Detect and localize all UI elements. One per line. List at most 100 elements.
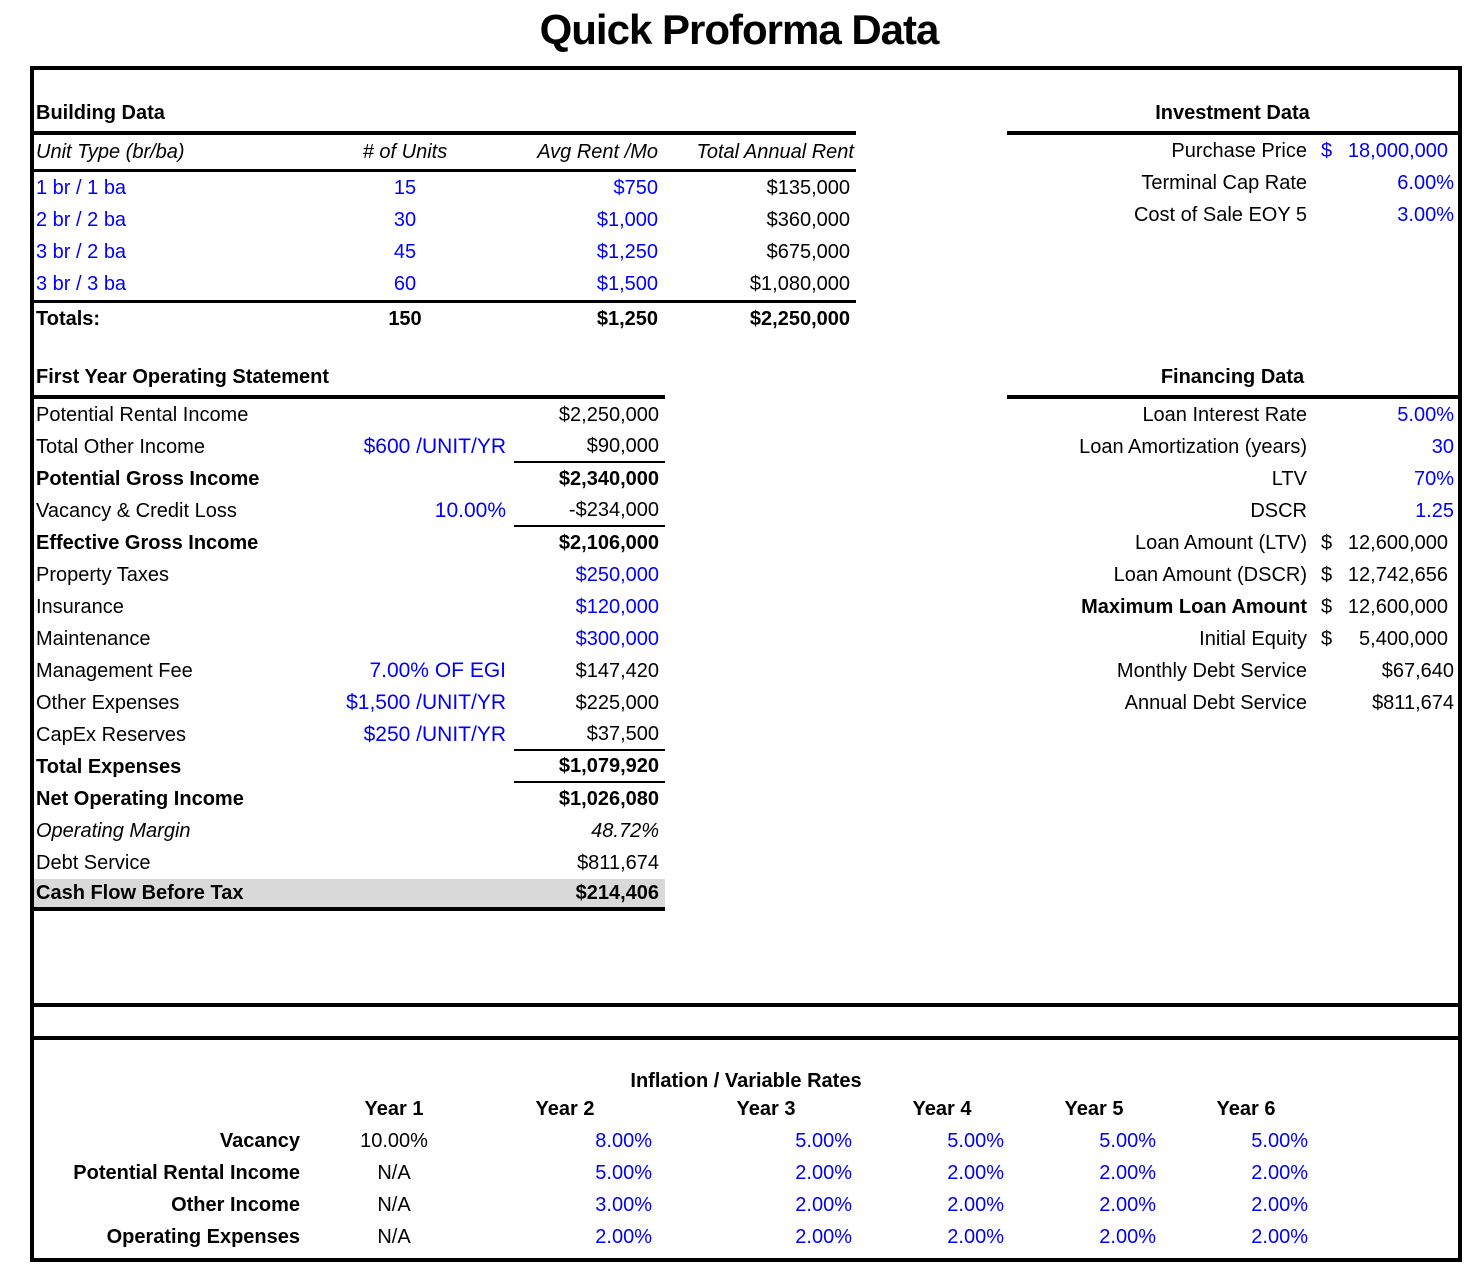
row-label: Maintenance [36, 627, 151, 650]
rent-cell[interactable]: $1,500 [596, 272, 658, 295]
rate-cell[interactable]: 2.00% [1099, 1161, 1156, 1184]
units-cell[interactable]: 30 [393, 208, 417, 231]
row-value[interactable]: 3.00% [1397, 203, 1454, 226]
row-value: $ 12,600,000 [1307, 591, 1458, 623]
row-note[interactable]: 7.00% OF EGI [369, 659, 506, 682]
financing-heading: Financing Data [1007, 362, 1458, 399]
rate-cell[interactable]: 2.00% [1251, 1161, 1308, 1184]
row-note[interactable]: $250 /UNIT/YR [363, 723, 506, 746]
rate-cell[interactable]: 2.00% [795, 1225, 852, 1248]
financing-section: Financing Data Loan Interest Rate 5.00% … [1007, 362, 1458, 719]
rate-cell[interactable]: 2.00% [947, 1161, 1004, 1184]
rate-cell: 10.00% [360, 1129, 428, 1152]
row-label: Cost of Sale EOY 5 [1133, 203, 1307, 226]
row-label: Terminal Cap Rate [1141, 171, 1307, 194]
row-value[interactable]: $250,000 [575, 563, 659, 586]
row-note [334, 623, 514, 655]
building-row: 3 br / 3 ba 60 $1,500 $1,080,000 [34, 268, 856, 300]
rate-cell[interactable]: 5.00% [595, 1161, 652, 1184]
building-row: 3 br / 2 ba 45 $1,250 $675,000 [34, 236, 856, 268]
row-label: DSCR [1250, 499, 1307, 522]
rate-cell[interactable]: 2.00% [595, 1225, 652, 1248]
row-value: $ 12,742,656 [1307, 559, 1458, 591]
rent-cell[interactable]: $750 [613, 176, 659, 199]
row-value: $37,500 [514, 719, 665, 751]
rate-row-label: Operating Expenses [106, 1225, 300, 1248]
operating-section: First Year Operating Statement Potential… [34, 362, 665, 911]
inflation-heading: Inflation / Variable Rates [630, 1070, 862, 1092]
row-value: $ 5,400,000 [1307, 623, 1458, 655]
rate-cell[interactable]: 2.00% [947, 1225, 1004, 1248]
rate-cell[interactable]: 2.00% [1251, 1193, 1308, 1216]
rate-cell[interactable]: 2.00% [795, 1193, 852, 1216]
row-value: $2,340,000 [558, 467, 659, 490]
rate-cell[interactable]: 8.00% [595, 1129, 652, 1152]
rate-cell[interactable]: 5.00% [1099, 1129, 1156, 1152]
rate-cell[interactable]: 5.00% [795, 1129, 852, 1152]
row-note[interactable]: $600 /UNIT/YR [363, 435, 506, 458]
unit-type-cell[interactable]: 1 br / 1 ba [36, 176, 127, 199]
rent-cell[interactable]: $1,250 [596, 240, 658, 263]
row-label: Potential Rental Income [36, 403, 249, 426]
unit-type-cell[interactable]: 3 br / 2 ba [36, 240, 127, 263]
row-label: Initial Equity [1199, 627, 1307, 650]
annual-rent-cell: $675,000 [766, 240, 850, 263]
row-label: LTV [1271, 467, 1307, 490]
rate-cell[interactable]: 5.00% [1251, 1129, 1308, 1152]
row-note [334, 751, 514, 783]
row-label: Loan Amount (DSCR) [1113, 563, 1307, 586]
rate-cell[interactable]: 3.00% [595, 1193, 652, 1216]
rate-cell[interactable]: 5.00% [947, 1129, 1004, 1152]
proforma-sheet: Building Data Unit Type (br/ba) # of Uni… [30, 66, 1462, 1262]
rate-cell[interactable]: 2.00% [947, 1193, 1004, 1216]
row-note[interactable]: 10.00% [434, 499, 506, 522]
rate-cell[interactable]: 2.00% [1099, 1193, 1156, 1216]
rate-cell: N/A [377, 1193, 411, 1216]
row-label: Operating Margin [36, 819, 191, 842]
building-row: 1 br / 1 ba 15 $750 $135,000 [34, 172, 856, 204]
inflation-section: Inflation / Variable Rates Year 1 Year 2… [34, 1040, 1458, 1258]
year-header: Year 5 [1064, 1097, 1124, 1120]
col-header-units: # of Units [362, 140, 448, 163]
row-value[interactable]: 30 [1431, 435, 1454, 458]
row-value[interactable]: $120,000 [575, 595, 659, 618]
row-label: Total Expenses [36, 755, 182, 778]
row-label: Effective Gross Income [36, 531, 259, 554]
row-label: Loan Amortization (years) [1079, 435, 1307, 458]
building-section: Building Data Unit Type (br/ba) # of Uni… [34, 98, 856, 335]
row-value[interactable]: $ 18,000,000 [1307, 135, 1458, 167]
rate-cell[interactable]: 2.00% [1251, 1225, 1308, 1248]
row-note [334, 783, 514, 815]
rate-cell: N/A [377, 1225, 411, 1248]
row-value[interactable]: 1.25 [1415, 499, 1454, 522]
row-value[interactable]: $300,000 [575, 627, 659, 650]
row-value[interactable]: 6.00% [1397, 171, 1454, 194]
building-heading: Building Data [34, 98, 856, 135]
rate-row-label: Other Income [171, 1193, 300, 1216]
row-value: $214,406 [514, 879, 665, 911]
row-value: $ 12,600,000 [1307, 527, 1458, 559]
unit-type-cell[interactable]: 2 br / 2 ba [36, 208, 127, 231]
row-note [334, 847, 514, 879]
rate-cell[interactable]: 2.00% [795, 1161, 852, 1184]
currency-symbol: $ [1321, 531, 1333, 554]
totals-units: 150 [388, 307, 422, 330]
row-value[interactable]: 70% [1413, 467, 1454, 490]
row-note [334, 879, 514, 911]
row-value: $2,106,000 [558, 531, 659, 554]
unit-type-cell[interactable]: 3 br / 3 ba [36, 272, 127, 295]
units-cell[interactable]: 45 [393, 240, 417, 263]
row-value: $67,640 [1381, 659, 1454, 682]
row-value[interactable]: 5.00% [1397, 403, 1454, 426]
row-note [334, 527, 514, 559]
row-value: -$234,000 [514, 495, 665, 527]
units-cell[interactable]: 15 [393, 176, 417, 199]
units-cell[interactable]: 60 [393, 272, 417, 295]
row-note[interactable]: $1,500 /UNIT/YR [346, 691, 506, 714]
row-note [334, 591, 514, 623]
row-label: Management Fee [36, 659, 193, 682]
rent-cell[interactable]: $1,000 [596, 208, 658, 231]
rate-cell[interactable]: 2.00% [1099, 1225, 1156, 1248]
year-header: Year 4 [912, 1097, 972, 1120]
row-value: $1,079,920 [514, 751, 665, 783]
